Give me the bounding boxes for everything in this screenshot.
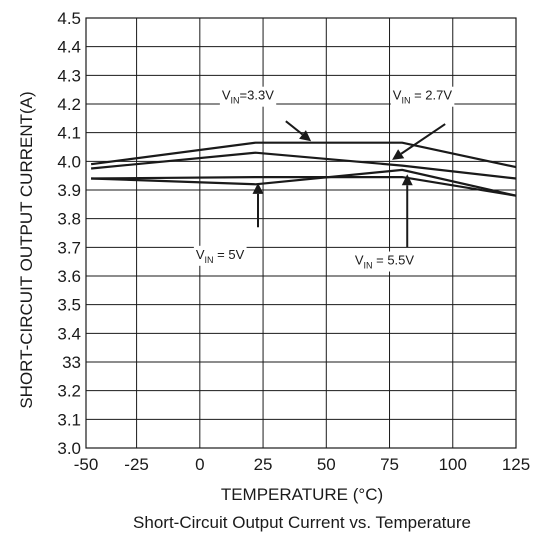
arrowhead — [401, 174, 413, 186]
y-tick-label: 4.3 — [57, 66, 81, 85]
annotation-label: VIN = 2.7V — [393, 88, 453, 106]
y-tick-label: 3.7 — [57, 238, 81, 257]
annotation-label: VIN = 5V — [196, 247, 245, 265]
y-tick-label: 4.1 — [57, 124, 81, 143]
chart-caption: Short-Circuit Output Current vs. Tempera… — [133, 513, 471, 532]
x-tick-label: 75 — [380, 455, 399, 474]
annotation-label-bg — [390, 86, 455, 107]
y-tick-label: 3.4 — [57, 324, 81, 343]
y-tick-label: 3.5 — [57, 296, 81, 315]
annotation-label-bg — [352, 251, 417, 272]
series-line-vin-2-7 — [90, 151, 517, 180]
y-tick-label: 3.0 — [57, 439, 81, 458]
y-tick-label: 3.8 — [57, 210, 81, 229]
annotation-label-bg — [219, 86, 277, 107]
arrowhead — [392, 149, 405, 160]
x-tick-label: 100 — [439, 455, 467, 474]
x-tick-label: 0 — [195, 455, 204, 474]
y-tick-label: 3.1 — [57, 410, 81, 429]
tick-layer: -50 -25 0 25 50 75 100 125 3.0 3.1 3.2 33 3.4 3.5 3.6 3… — [57, 9, 530, 474]
x-tick-label: 50 — [317, 455, 336, 474]
series-layer — [90, 141, 517, 197]
plot-frame — [85, 17, 517, 449]
annotation-label-bg — [193, 245, 247, 266]
annotation-label: VIN = 5.5V — [355, 253, 415, 271]
x-tick-label: 125 — [502, 455, 530, 474]
series-line-vin-3-3 — [90, 141, 517, 169]
y-tick-label: 4.0 — [57, 152, 81, 171]
y-tick-label: 3.9 — [57, 181, 81, 200]
y-tick-label: 4.2 — [57, 95, 81, 114]
annotation-label: VIN=3.3V — [222, 88, 274, 106]
annotation-arrow — [400, 123, 446, 155]
x-tick-label: 25 — [254, 455, 273, 474]
x-tick-label: -50 — [74, 455, 99, 474]
y-tick-label: 3.2 — [57, 382, 81, 401]
x-axis-title: TEMPERATURE (°C) — [221, 485, 383, 504]
arrowhead — [299, 130, 312, 142]
y-tick-label: 3.6 — [57, 267, 81, 286]
x-tick-label: -25 — [124, 455, 149, 474]
y-tick-label: 4.4 — [57, 38, 81, 57]
grid — [85, 17, 517, 449]
annotation-layer: VIN=3.3V VIN = 2.7V VIN = 5V VIN = 5.5V — [193, 86, 455, 272]
arrowhead — [252, 182, 264, 194]
annotation-arrow — [285, 120, 304, 136]
y-axis-title: SHORT-CIRCUIT OUTPUT CURRENT(A) — [17, 91, 36, 408]
y-tick-label: 33 — [62, 353, 81, 372]
series-line-vin-5-5 — [91, 176, 517, 197]
y-tick-label: 4.5 — [57, 9, 81, 28]
